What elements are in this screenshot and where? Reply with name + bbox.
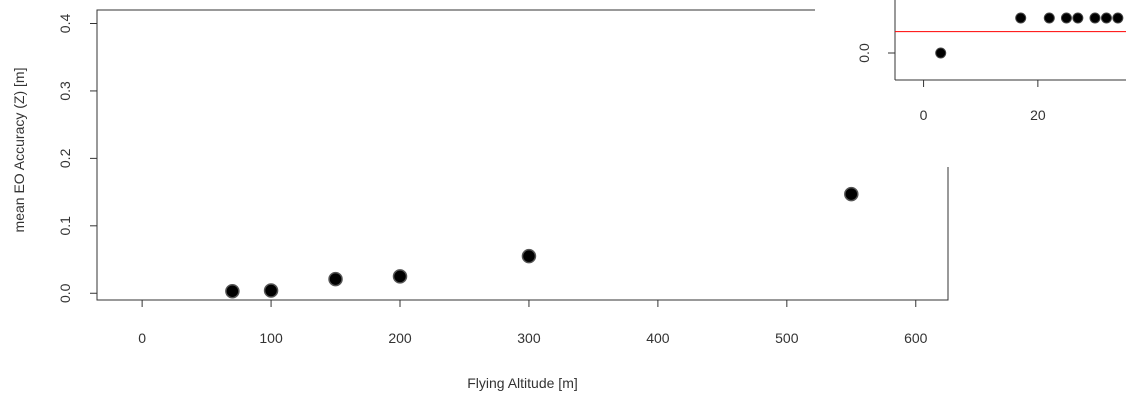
data-point xyxy=(328,271,343,287)
inset-data-point xyxy=(1100,12,1112,24)
inset-x-tick-label: 20 xyxy=(1030,107,1046,123)
inset-x-tick-label: 0 xyxy=(920,107,928,123)
data-point xyxy=(263,283,279,298)
y-axis-title: mean EO Accuracy (Z) [m] xyxy=(11,68,27,233)
y-tick-label: 0.1 xyxy=(57,216,73,236)
inset-data-point xyxy=(1112,12,1124,24)
x-tick-label: 0 xyxy=(138,330,146,346)
data-point xyxy=(844,186,859,202)
data-point xyxy=(225,283,240,299)
main-scatter-plot: 0 100 200 300 400 500 600 0.0 0.1 0.2 0.3 0.4 Flying… xyxy=(11,9,949,391)
inset-data-point xyxy=(1043,12,1055,24)
data-point xyxy=(392,269,408,284)
x-tick-label: 600 xyxy=(904,330,928,346)
inset-data-point xyxy=(1089,12,1101,24)
inset-background xyxy=(815,0,1126,167)
x-tick-label: 200 xyxy=(388,330,412,346)
inset-data-point xyxy=(1015,12,1027,24)
inset-y-tick-label: 0.0 xyxy=(856,43,872,63)
data-point xyxy=(521,248,537,264)
y-tick-label: 0.4 xyxy=(57,14,73,34)
inset-data-point xyxy=(1072,12,1084,24)
y-tick-label: 0.0 xyxy=(57,283,73,303)
y-tick-label: 0.2 xyxy=(57,148,73,168)
x-tick-label: 300 xyxy=(517,330,541,346)
inset-data-point xyxy=(935,47,947,59)
inset-scatter-plot: 0 20 0.0 xyxy=(815,0,1126,300)
y-tick-label: 0.3 xyxy=(57,81,73,101)
inset-data-point xyxy=(1060,12,1072,24)
x-tick-label: 500 xyxy=(775,330,799,346)
x-tick-label: 100 xyxy=(259,330,283,346)
x-tick-label: 400 xyxy=(646,330,670,346)
x-axis-title: Flying Altitude [m] xyxy=(467,375,578,391)
